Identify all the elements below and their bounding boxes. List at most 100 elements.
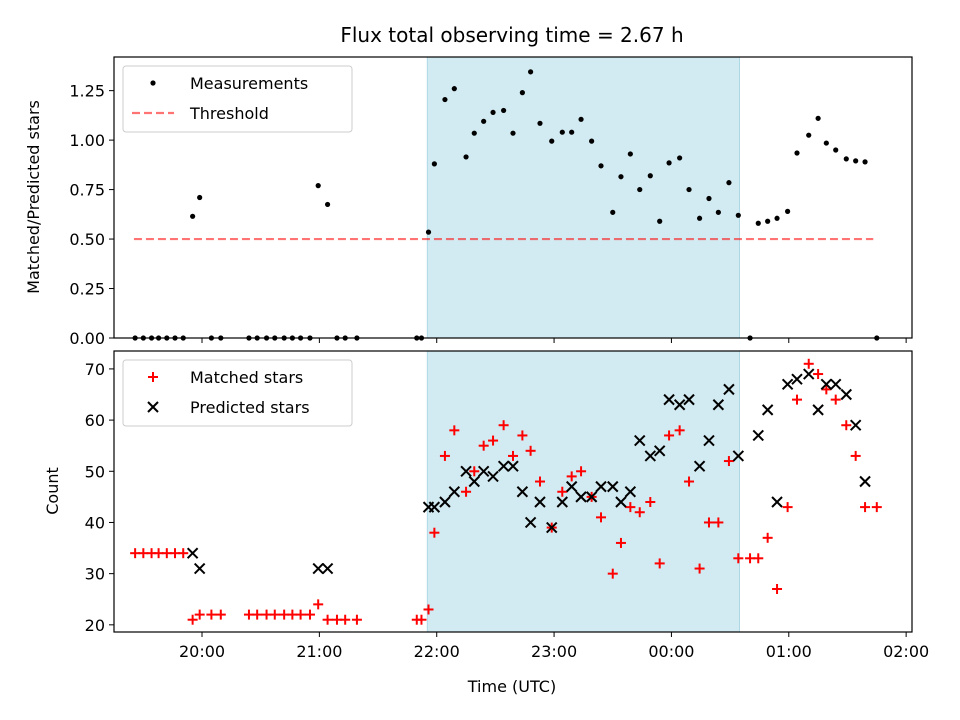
data-point: [755, 220, 761, 226]
x-tick-label: 20:00: [179, 642, 225, 661]
bottom-panel: 20 30 40 50 60 70 20:00 21:00 22:00 23:00 00:00 01:…: [85, 350, 929, 661]
data-point: [481, 118, 487, 124]
data-point: [696, 215, 703, 221]
data-point: [627, 151, 633, 157]
data-point: [663, 393, 675, 406]
data-point: [830, 378, 842, 390]
data-point: [850, 450, 861, 461]
data-point: [674, 425, 685, 436]
data-point: [468, 475, 480, 488]
data-point: [442, 96, 448, 103]
data-point: [351, 614, 362, 625]
data-point: [654, 558, 665, 569]
data-point: [618, 174, 624, 180]
data-point: [269, 609, 280, 620]
data-point: [206, 609, 217, 620]
y-tick-label: 1.00: [69, 131, 105, 150]
legend: Matched stars Predicted stars: [122, 359, 353, 427]
data-point: [664, 430, 675, 441]
data-point: [732, 450, 745, 462]
data-point: [340, 614, 351, 625]
y-tick-label: 0.75: [69, 181, 105, 200]
data-point: [451, 86, 457, 92]
chart-title: Flux total observing time = 2.67 h: [340, 23, 683, 47]
data-point: [833, 147, 839, 153]
data-point: [703, 434, 715, 447]
data-point: [653, 445, 666, 457]
data-point: [501, 107, 507, 114]
shaded-region: [426, 56, 740, 339]
data-point: [607, 480, 619, 493]
data-point: [487, 470, 499, 483]
data-point: [815, 115, 821, 121]
series-predicted-stars: [186, 368, 871, 575]
data-point: [576, 466, 587, 477]
data-point: [497, 460, 510, 472]
x-tick-label: 00:00: [648, 642, 694, 661]
data-point: [315, 183, 321, 189]
data-point: [187, 614, 198, 625]
x-tick-label: 23:00: [531, 642, 577, 661]
data-point: [753, 553, 764, 564]
data-point: [752, 429, 764, 442]
data-point: [469, 466, 480, 477]
data-point: [703, 517, 714, 528]
data-point: [772, 584, 783, 595]
data-point: [694, 563, 705, 574]
y-tick-label: 30: [85, 565, 105, 584]
data-point: [715, 209, 721, 215]
data-point: [830, 394, 841, 405]
data-point: [322, 614, 333, 625]
data-point: [673, 399, 686, 411]
data-point: [516, 486, 529, 498]
data-point: [859, 475, 871, 488]
data-point: [666, 160, 672, 166]
data-point: [713, 517, 724, 528]
data-point: [423, 604, 434, 615]
legend-label: Measurements: [190, 74, 308, 93]
data-point: [546, 521, 558, 534]
y-tick-label: 60: [85, 411, 105, 430]
data-point: [313, 599, 324, 610]
data-point: [448, 486, 461, 498]
data-point: [647, 173, 653, 179]
data-point: [498, 420, 509, 431]
data-point: [449, 425, 460, 436]
data-point: [782, 502, 793, 513]
data-point: [197, 194, 203, 201]
data-point: [534, 496, 546, 508]
top-panel: 0.00 0.25 0.50 0.75 1.00 1.25 Measurements Thre…: [69, 56, 913, 348]
data-point: [559, 129, 565, 135]
y-tick-label: 40: [85, 513, 105, 532]
legend-label: Threshold: [189, 104, 269, 123]
data-point: [463, 154, 469, 160]
data-point: [321, 562, 334, 575]
data-point: [508, 450, 518, 461]
data-point: [578, 116, 584, 122]
data-point: [860, 502, 871, 513]
data-point: [765, 218, 771, 224]
plot-frame: [113, 350, 913, 633]
data-point: [794, 150, 800, 156]
data-point: [762, 532, 773, 543]
data-point: [585, 491, 598, 503]
data-point: [598, 163, 604, 169]
data-point: [683, 393, 695, 406]
data-point: [820, 378, 833, 390]
data-point: [723, 456, 734, 467]
data-point: [565, 480, 578, 493]
data-point: [507, 460, 519, 472]
data-point: [657, 218, 663, 224]
data-point: [569, 129, 575, 135]
data-point: [524, 516, 537, 529]
data-point: [477, 465, 490, 477]
legend-label: Predicted stars: [190, 398, 310, 417]
data-point: [686, 186, 692, 193]
legend-box: [122, 359, 353, 427]
data-point: [761, 404, 774, 416]
data-point: [871, 502, 882, 513]
data-point: [712, 399, 725, 411]
y-tick-label: 0.50: [69, 230, 105, 249]
data-point: [490, 109, 496, 116]
